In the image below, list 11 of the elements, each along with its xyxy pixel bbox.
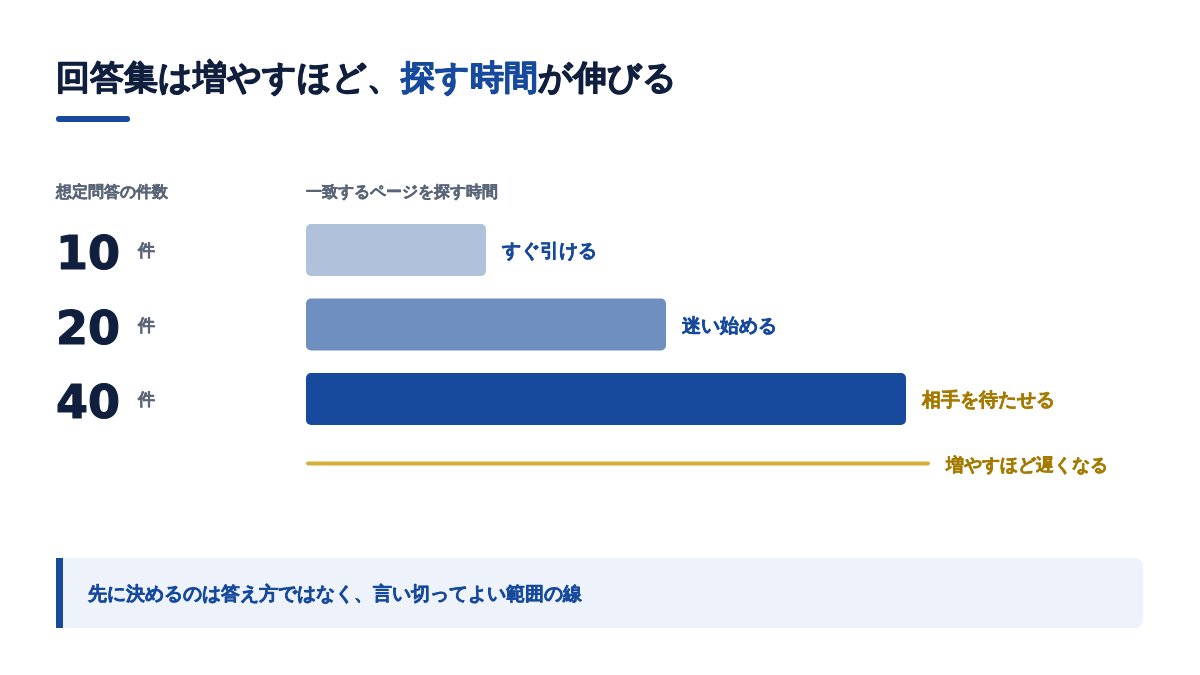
y-tick-label: 10 件 [56,226,155,280]
annotation: 相手を待たせる [921,388,1055,410]
y-axis-title: 想定問答の件数 [55,182,169,201]
annotation: 迷い始める [681,313,777,336]
x-axis-title: 一致するページを探す時間 [306,182,498,201]
text: 先に決めるのは答え方ではなく、言い切ってよい範囲の線 [87,582,583,604]
chart-title: 回答集は増やすほど、探す時間が伸びる [56,57,677,97]
y-tick-label: 20 件 [56,300,155,355]
y-tick-label: 40 件 [56,375,155,429]
annotation: すぐ引ける [501,239,597,261]
text: 増やすほど遅くなる [945,453,1108,475]
